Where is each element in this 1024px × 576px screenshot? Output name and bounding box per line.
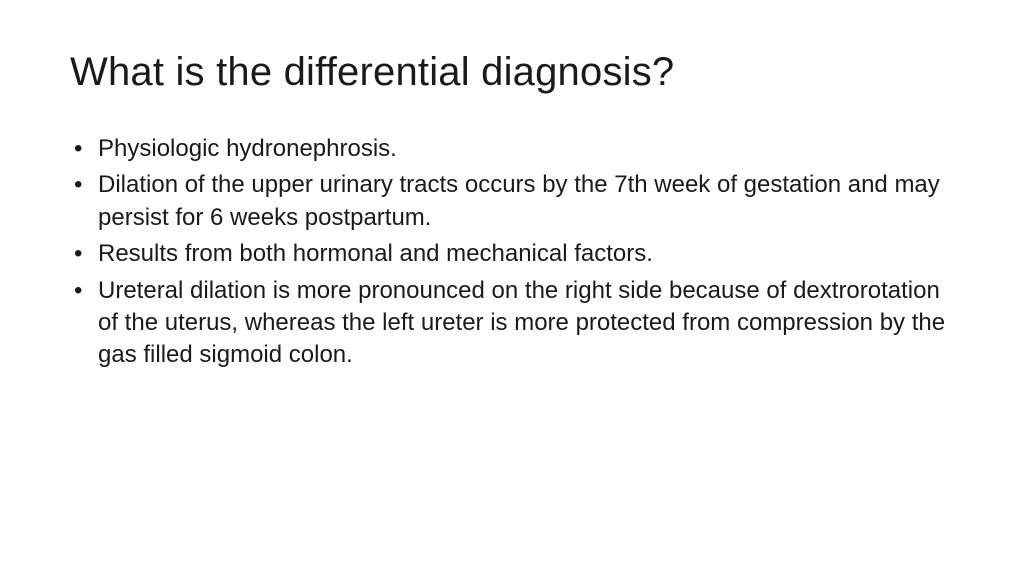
bullet-list: Physiologic hydronephrosis. Dilation of …	[70, 133, 954, 372]
slide-title: What is the differential diagnosis?	[70, 50, 954, 95]
slide: What is the differential diagnosis? Phys…	[0, 0, 1024, 576]
list-item: Results from both hormonal and mechanica…	[70, 238, 954, 270]
list-item: Physiologic hydronephrosis.	[70, 133, 954, 165]
list-item: Ureteral dilation is more pronounced on …	[70, 275, 954, 372]
list-item: Dilation of the upper urinary tracts occ…	[70, 169, 954, 234]
